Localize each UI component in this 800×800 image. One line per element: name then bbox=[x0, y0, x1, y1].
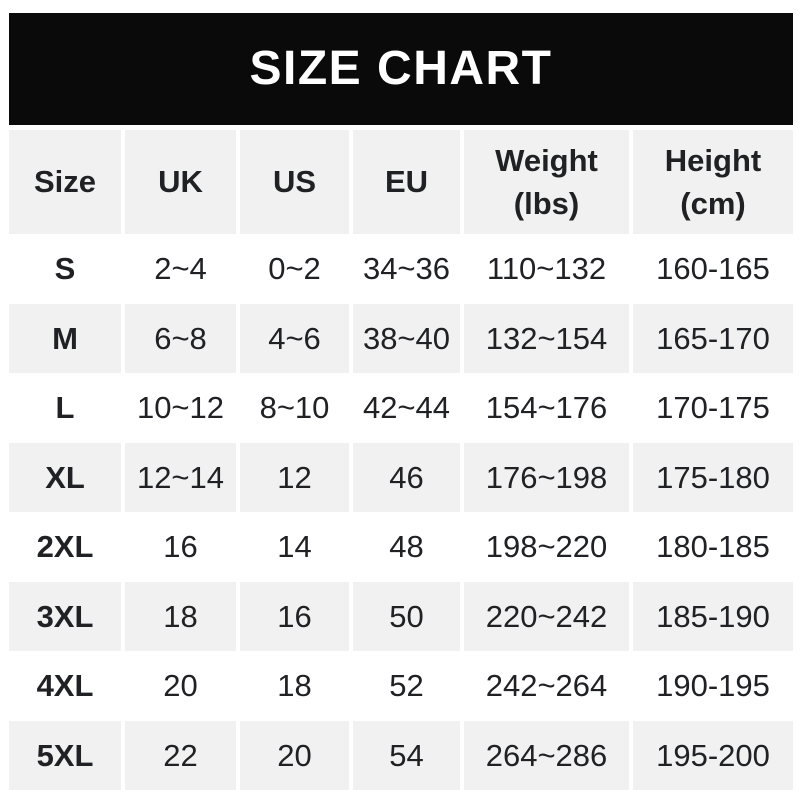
table-row-3xl: 3XL 18 16 50 220~242 185-190 bbox=[9, 581, 793, 651]
table-cell: 8~10 bbox=[259, 390, 330, 426]
table-cell: 132~154 bbox=[464, 303, 629, 373]
size-label-cell: 4XL bbox=[36, 668, 94, 704]
table-cell: 2~4 bbox=[154, 251, 207, 287]
table-cell: 154~176 bbox=[485, 390, 608, 426]
size-label-cell: XL bbox=[9, 442, 121, 512]
table-cell: 46 bbox=[353, 442, 460, 512]
table-cell: 12 bbox=[240, 442, 349, 512]
column-header-uk: UK bbox=[125, 130, 236, 234]
table-cell: 190-195 bbox=[656, 668, 770, 704]
column-header-weight: Weight (lbs) bbox=[464, 130, 629, 234]
size-label-cell: 3XL bbox=[9, 581, 121, 651]
table-cell: 170-175 bbox=[656, 390, 770, 426]
table-cell: 0~2 bbox=[268, 251, 321, 287]
table-cell: 264~286 bbox=[464, 720, 629, 790]
table-cell: 10~12 bbox=[136, 390, 225, 426]
table-cell: 38~40 bbox=[353, 303, 460, 373]
table-cell: 22 bbox=[125, 720, 236, 790]
column-header-size: Size bbox=[9, 130, 121, 234]
table-cell: 185-190 bbox=[633, 581, 793, 651]
table-row-s: S 2~4 0~2 34~36 110~132 160-165 bbox=[9, 234, 793, 304]
column-header-eu: EU bbox=[353, 130, 460, 234]
table-cell: 20 bbox=[163, 668, 198, 704]
table-row-4xl: 4XL 20 18 52 242~264 190-195 bbox=[9, 651, 793, 721]
table-header-row: Size UK US EU Weight (lbs) Height (cm) bbox=[9, 130, 793, 234]
table-cell: 20 bbox=[240, 720, 349, 790]
size-label-cell: 5XL bbox=[9, 720, 121, 790]
table-cell: 16 bbox=[163, 529, 198, 565]
table-cell: 180-185 bbox=[656, 529, 770, 565]
table-cell: 50 bbox=[353, 581, 460, 651]
size-label-cell: S bbox=[54, 251, 76, 287]
table-cell: 54 bbox=[353, 720, 460, 790]
table-row-5xl: 5XL 22 20 54 264~286 195-200 bbox=[9, 720, 793, 790]
table-cell: 242~264 bbox=[485, 668, 608, 704]
table-body: S 2~4 0~2 34~36 110~132 160-165 M 6~8 4~6 38~40 13… bbox=[9, 234, 793, 790]
table-row-l: L 10~12 8~10 42~44 154~176 170-175 bbox=[9, 373, 793, 443]
table-cell: 52 bbox=[389, 668, 424, 704]
table-cell: 220~242 bbox=[464, 581, 629, 651]
table-cell: 12~14 bbox=[125, 442, 236, 512]
column-header-height: Height (cm) bbox=[633, 130, 793, 234]
table-cell: 6~8 bbox=[125, 303, 236, 373]
table-cell: 42~44 bbox=[362, 390, 451, 426]
table-row-xl: XL 12~14 12 46 176~198 175-180 bbox=[9, 442, 793, 512]
table-cell: 165-170 bbox=[633, 303, 793, 373]
size-table: Size UK US EU Weight (lbs) Height (cm) S 2~4 0~… bbox=[9, 130, 793, 790]
table-cell: 195-200 bbox=[633, 720, 793, 790]
size-label-cell: 2XL bbox=[36, 529, 94, 565]
size-label-cell: L bbox=[55, 390, 75, 426]
table-cell: 176~198 bbox=[464, 442, 629, 512]
table-cell: 16 bbox=[240, 581, 349, 651]
table-cell: 34~36 bbox=[362, 251, 451, 287]
table-cell: 160-165 bbox=[656, 251, 770, 287]
table-cell: 198~220 bbox=[485, 529, 608, 565]
table-cell: 48 bbox=[389, 529, 424, 565]
table-cell: 4~6 bbox=[240, 303, 349, 373]
table-cell: 175-180 bbox=[633, 442, 793, 512]
column-header-us: US bbox=[240, 130, 349, 234]
table-cell: 14 bbox=[277, 529, 312, 565]
banner: SIZE CHART bbox=[9, 13, 793, 125]
size-label-cell: M bbox=[9, 303, 121, 373]
table-cell: 110~132 bbox=[486, 251, 607, 287]
page-title: SIZE CHART bbox=[249, 42, 553, 95]
table-row-m: M 6~8 4~6 38~40 132~154 165-170 bbox=[9, 303, 793, 373]
table-cell: 18 bbox=[125, 581, 236, 651]
table-row-2xl: 2XL 16 14 48 198~220 180-185 bbox=[9, 512, 793, 582]
table-cell: 18 bbox=[277, 668, 312, 704]
